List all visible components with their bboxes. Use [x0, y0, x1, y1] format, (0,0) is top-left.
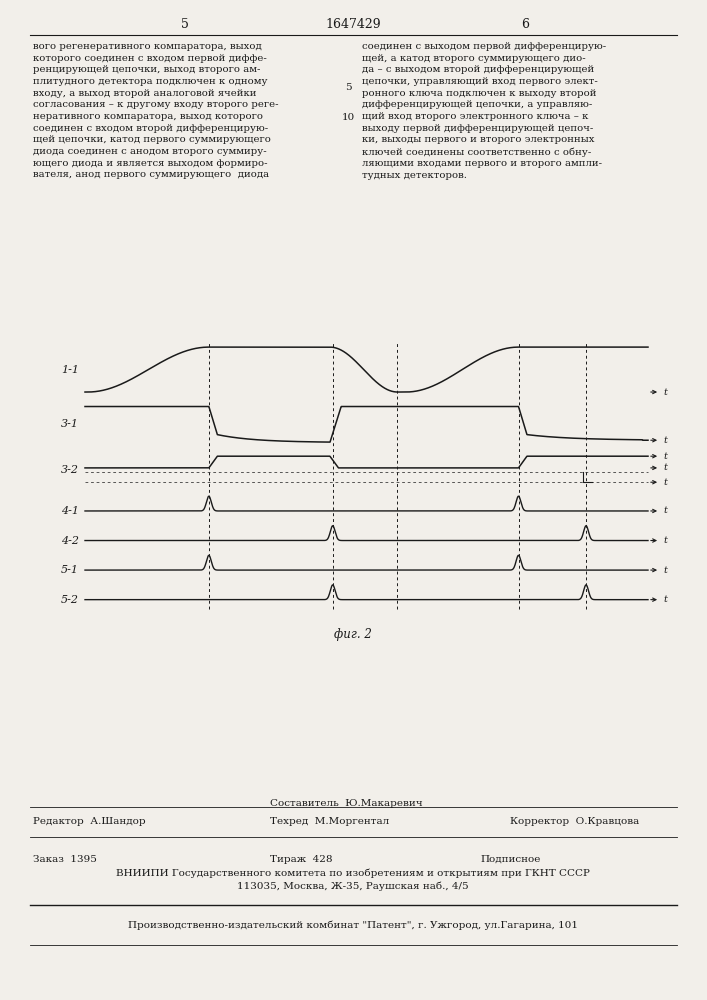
- Text: 3-2: 3-2: [61, 465, 79, 475]
- Text: t: t: [663, 566, 667, 575]
- Text: ВНИИПИ Государственного комитета по изобретениям и открытиям при ГКНТ СССР: ВНИИПИ Государственного комитета по изоб…: [116, 868, 590, 878]
- Text: Редактор  А.Шандор: Редактор А.Шандор: [33, 818, 146, 826]
- Text: 4-2: 4-2: [61, 536, 79, 546]
- Text: 113035, Москва, Ж-35, Раушская наб., 4/5: 113035, Москва, Ж-35, Раушская наб., 4/5: [237, 881, 469, 891]
- Text: 1-1: 1-1: [61, 365, 79, 375]
- Text: 6: 6: [521, 18, 529, 31]
- Text: t: t: [663, 463, 667, 472]
- Text: 4-1: 4-1: [61, 506, 79, 516]
- Text: t: t: [663, 452, 667, 461]
- Text: 5-1: 5-1: [61, 565, 79, 575]
- Text: Подписное: Подписное: [480, 854, 540, 863]
- Text: Тираж  428: Тираж 428: [270, 854, 332, 863]
- Text: t: t: [663, 595, 667, 604]
- Text: 3-1: 3-1: [61, 419, 79, 429]
- Text: Корректор  О.Кравцова: Корректор О.Кравцова: [510, 818, 639, 826]
- Text: Составитель  Ю.Макаревич: Составитель Ю.Макаревич: [270, 799, 423, 808]
- Text: t: t: [663, 436, 667, 445]
- Text: соединен с выходом первой дифференцирую-
щей, а катод второго суммирующего дио-
: соединен с выходом первой дифференцирую-…: [362, 42, 606, 180]
- Text: фиг. 2: фиг. 2: [334, 628, 372, 641]
- Text: Производственно-издательский комбинат "Патент", г. Ужгород, ул.Гагарина, 101: Производственно-издательский комбинат "П…: [128, 920, 578, 930]
- Text: t: t: [663, 506, 667, 515]
- Text: 5: 5: [181, 18, 189, 31]
- Text: t: t: [663, 478, 667, 487]
- Text: Техред  М.Моргентал: Техред М.Моргентал: [270, 818, 390, 826]
- Text: t: t: [663, 536, 667, 545]
- Text: 10: 10: [341, 112, 355, 121]
- Text: 5: 5: [345, 84, 351, 93]
- Text: t: t: [663, 388, 667, 397]
- Text: вого регенеративного компаратора, выход
которого соединен с входом первой диффе-: вого регенеративного компаратора, выход …: [33, 42, 279, 179]
- Text: 1647429: 1647429: [325, 18, 381, 31]
- Text: Заказ  1395: Заказ 1395: [33, 854, 97, 863]
- Text: 5-2: 5-2: [61, 595, 79, 605]
